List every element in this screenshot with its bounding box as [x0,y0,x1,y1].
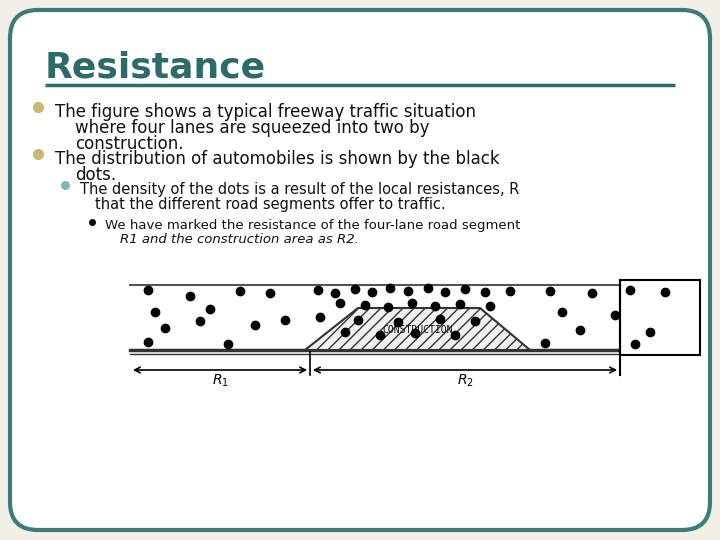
Text: that the different road segments offer to traffic.: that the different road segments offer t… [95,197,446,212]
Text: where four lanes are squeezed into two by: where four lanes are squeezed into two b… [75,119,430,137]
Text: The figure shows a typical freeway traffic situation: The figure shows a typical freeway traff… [55,103,476,121]
Text: The density of the dots is a result of the local resistances, R: The density of the dots is a result of t… [80,182,519,197]
Text: CONSTRUCTION: CONSTRUCTION [382,325,453,335]
FancyBboxPatch shape [10,10,710,530]
Polygon shape [305,308,530,350]
Text: The distribution of automobiles is shown by the black: The distribution of automobiles is shown… [55,150,500,168]
Text: $R_2$: $R_2$ [456,373,474,389]
Text: Resistance: Resistance [45,50,266,84]
FancyBboxPatch shape [620,280,700,355]
Text: dots.: dots. [75,166,116,184]
Text: FLOW: FLOW [647,321,673,330]
Text: TRAFFIC: TRAFFIC [636,305,683,314]
Text: $R_1$: $R_1$ [212,373,228,389]
Text: construction.: construction. [75,135,184,153]
Text: R1 and the construction area as R2.: R1 and the construction area as R2. [120,233,359,246]
Text: We have marked the resistance of the four-lane road segment: We have marked the resistance of the fou… [105,219,521,232]
